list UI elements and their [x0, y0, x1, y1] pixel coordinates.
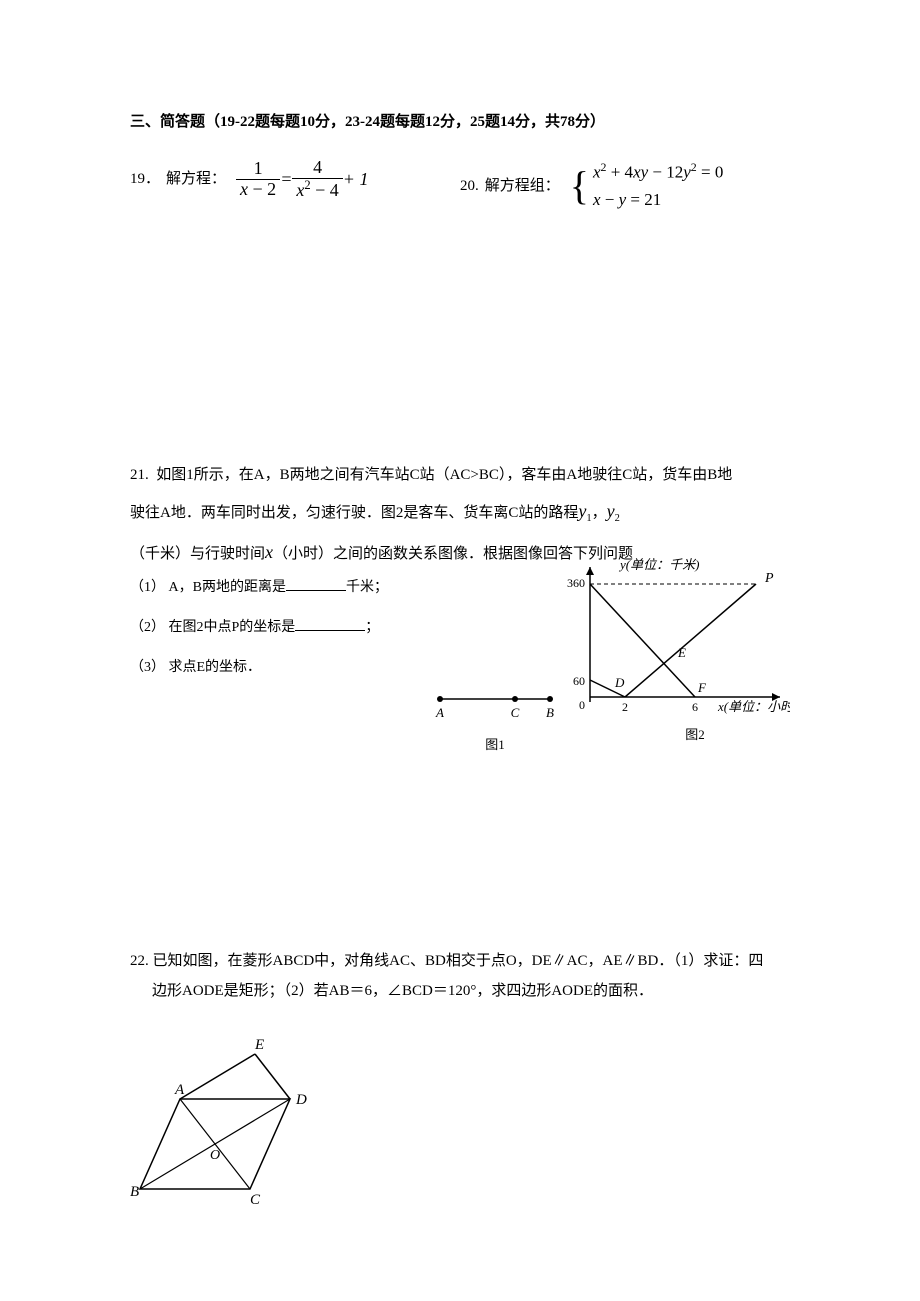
p22-text-1: 已知如图，在菱形ABCD中，对角线AC、BD相交于点O，DE∥AC，AE∥BD．… — [153, 953, 764, 969]
p22-text-2: 边形AODE是矩形；（2）若AB＝6，∠BCD＝120°，求四边形AODE的面积… — [130, 976, 790, 1006]
p21-sub2-a: （2） 在图2中点P的坐标是 — [130, 620, 295, 635]
frac1-den: x − 2 — [236, 180, 280, 200]
frac2-den: x2 − 4 — [292, 179, 342, 201]
problem-21: 21. 如图1所示，在A，B两地之间有汽车站C站（AC>BC），客车由A地驶往C… — [130, 463, 790, 698]
fig2-label-F: F — [697, 680, 707, 695]
p21-sub-1: （1） A，B两地的距离是 千米； — [130, 577, 430, 599]
fig1-label-C: C — [511, 705, 520, 720]
p21-x: x — [265, 542, 273, 562]
fig2-label-E: E — [677, 645, 686, 660]
p21-sub1-b: 千米； — [346, 580, 388, 595]
l1-y: y — [683, 163, 691, 182]
fig2-svg: 360 60 0 2 6 P D — [560, 557, 790, 717]
fig2-xtick-2: 2 — [622, 700, 628, 714]
p21-sub1-a: （1） A，B两地的距离是 — [130, 580, 286, 595]
l1-xy: xy — [633, 163, 648, 182]
fig2-origin: 0 — [579, 698, 585, 712]
problem-21-number: 21. — [130, 467, 149, 483]
system-lines: x2 + 4xy − 12y2 = 0 x − y = 21 — [593, 158, 723, 213]
frac1-den-x: x — [240, 179, 248, 199]
problem-20-number: 20. — [460, 174, 479, 198]
p21-line-1: 21. 如图1所示，在A，B两地之间有汽车站C站（AC>BC），客车由A地驶往C… — [130, 463, 790, 487]
l1-b: + 4 — [606, 163, 633, 182]
fig22-label-O: O — [210, 1148, 220, 1163]
p21-sub-3: （3） 求点E的坐标． — [130, 657, 430, 679]
plus-one: + 1 — [343, 165, 369, 194]
fig2-ylabel: y(单位：千米) — [618, 557, 699, 572]
blank-2 — [295, 617, 365, 631]
problem-20-label: 解方程组： — [485, 174, 560, 198]
p21-text-2a: 驶往A地．两车同时出发，匀速行驶．图2是客车、货车离C站的路程 — [130, 505, 578, 521]
fig2-label-D: D — [614, 675, 625, 690]
fig1-caption: 图1 — [430, 735, 560, 756]
p21-body: （1） A，B两地的距离是 千米； （2） 在图2中点P的坐标是 ； （3） 求点E… — [130, 577, 790, 698]
equals-1: = — [280, 165, 292, 194]
frac1-den-rest: − 2 — [248, 179, 276, 199]
fraction-1: 1 x − 2 — [236, 159, 280, 200]
fig22-label-B: B — [130, 1184, 139, 1200]
fraction-2: 4 x2 − 4 — [292, 158, 342, 201]
problem-22-number: 22. — [130, 953, 149, 969]
l2-minus: − — [601, 190, 619, 209]
frac1-num: 1 — [236, 159, 280, 180]
equation-system: { x2 + 4xy − 12y2 = 0 x − y = 21 — [570, 158, 724, 213]
p21-line-2: 驶往A地．两车同时出发，匀速行驶．图2是客车、货车离C站的路程y1，y2 — [130, 497, 790, 528]
frac2-num: 4 — [292, 158, 342, 179]
l1-d: − 12 — [648, 163, 683, 182]
problem-19-label: 解方程： — [166, 167, 226, 191]
sys-line-1: x2 + 4xy − 12y2 = 0 — [593, 158, 723, 186]
section-title: 三、简答题（19-22题每题10分，23-24题每题12分，25题14分，共78… — [130, 110, 790, 134]
problem-22: 22. 已知如图，在菱形ABCD中，对角线AC、BD相交于点O，DE∥AC，AE… — [130, 946, 790, 1212]
l1-x: x — [593, 163, 601, 182]
frac2-den-rest: − 4 — [311, 180, 339, 200]
fig22-label-C: C — [250, 1192, 261, 1204]
fig22-label-E: E — [254, 1037, 264, 1053]
sys-line-2: x − y = 21 — [593, 186, 723, 213]
l2-eq: = 21 — [626, 190, 661, 209]
l1-f: = 0 — [697, 163, 724, 182]
fig22-svg: A B C D E O — [130, 1024, 330, 1204]
fig2-xtick-6: 6 — [692, 700, 698, 714]
problems-19-20-row: 19． 解方程： 1 x − 2 = 4 x2 − 4 + 1 20. 解方程组… — [130, 158, 790, 213]
fig2-xlabel: x(单位：小时) — [717, 699, 790, 714]
p21-sub-2: （2） 在图2中点P的坐标是 ； — [130, 617, 430, 639]
problem-19: 19． 解方程： 1 x − 2 = 4 x2 − 4 + 1 — [130, 158, 460, 201]
fig2-ytick-60: 60 — [573, 674, 585, 688]
fig1-label-B: B — [546, 705, 554, 720]
problem-20: 20. 解方程组： { x2 + 4xy − 12y2 = 0 x − y = … — [460, 158, 790, 213]
p21-text-3a: （千米）与行驶时间 — [130, 546, 265, 562]
problem-19-number: 19． — [130, 167, 160, 191]
p21-text-1: 如图1所示，在A，B两地之间有汽车站C站（AC>BC），客车由A地驶往C站，货车… — [156, 467, 732, 483]
p21-sub2-b: ； — [365, 620, 379, 635]
p21-subquestions: （1） A，B两地的距离是 千米； （2） 在图2中点P的坐标是 ； （3） 求点E… — [130, 577, 430, 698]
p22-text: 22. 已知如图，在菱形ABCD中，对角线AC、BD相交于点O，DE∥AC，AE… — [130, 946, 790, 1006]
fig2-label-P: P — [764, 571, 774, 586]
fig2-ytick-360: 360 — [567, 576, 585, 590]
fig22-label-A: A — [174, 1082, 185, 1098]
left-brace-icon: { — [570, 166, 589, 206]
spacer — [130, 233, 790, 463]
figure-1: A C B 图1 — [430, 687, 560, 756]
fig1-label-A: A — [435, 705, 444, 720]
fig1-svg: A C B — [430, 687, 560, 727]
p21-text-2c: ， — [592, 505, 607, 521]
figure-22: A B C D E O — [130, 1024, 790, 1212]
p21-y2: y — [607, 501, 615, 521]
fig22-label-D: D — [295, 1092, 307, 1108]
figure-2: 360 60 0 2 6 P D — [560, 557, 790, 746]
l2-x: x — [593, 190, 601, 209]
blank-1 — [286, 577, 346, 591]
fig2-caption: 图2 — [600, 725, 790, 746]
